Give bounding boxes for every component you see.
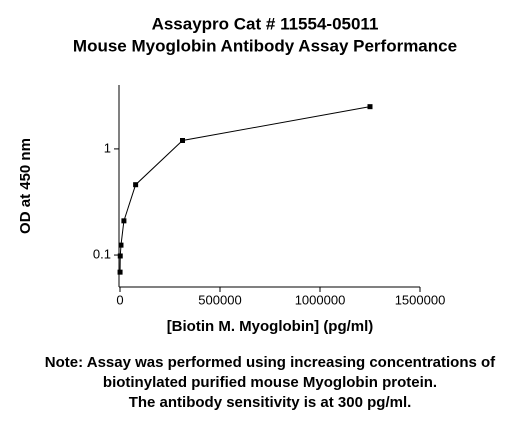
line <box>119 106 371 273</box>
note: biotinylated purified mouse Myoglobin pr… <box>103 374 437 391</box>
marker <box>367 104 373 110</box>
x-axis-label: [Biotin M. Myoglobin] (pg/ml) <box>167 318 374 335</box>
x-tick-label: 1500000 <box>395 292 446 307</box>
marker <box>118 242 124 248</box>
note: The antibody sensitivity is at 300 pg/ml… <box>129 394 412 411</box>
x-tick-label: 500000 <box>198 292 241 307</box>
marker <box>180 138 185 143</box>
marker <box>133 182 139 188</box>
x-tick-label: 0 <box>116 292 123 307</box>
y-axis-label: OD at 450 nm <box>17 138 34 234</box>
y-tick-label: 1 <box>104 140 111 155</box>
y-tick-label: 0.1 <box>93 246 111 261</box>
chart-subtitle: Mouse Myoglobin Antibody Assay Performan… <box>73 36 457 55</box>
note: Note: Assay was performed using increasi… <box>45 354 496 371</box>
chart-title: Assaypro Cat # 11554-05011 <box>152 14 379 33</box>
x-tick-label: 1000000 <box>295 292 346 307</box>
marker <box>117 269 123 275</box>
marker <box>117 253 123 259</box>
marker <box>121 218 127 224</box>
